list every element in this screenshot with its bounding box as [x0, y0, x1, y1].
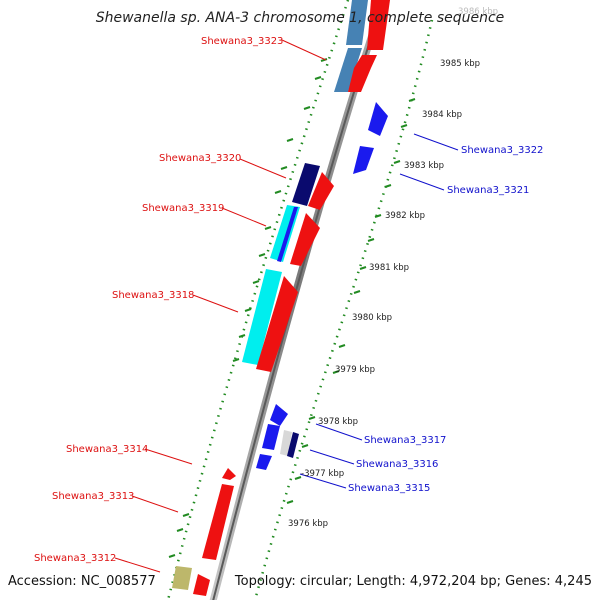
gene-forward [256, 276, 298, 372]
gene-cyan [242, 269, 282, 365]
scale-label: 3986 kbp [458, 7, 498, 17]
gene-leader-line [281, 39, 327, 61]
scale-label: -3977 kbp [301, 469, 344, 479]
gene-reverse [256, 454, 272, 470]
gene-leader-line [114, 557, 161, 573]
gene-label: Shewana3_3314 [66, 444, 148, 455]
gene-reverse [368, 102, 388, 136]
track-tick [252, 280, 260, 284]
track-tick [244, 308, 252, 312]
track-tick [367, 238, 375, 242]
gene-reverse-stripe [277, 207, 298, 262]
track-tick [408, 98, 416, 102]
track-tick [294, 476, 302, 480]
track-tick [168, 554, 176, 558]
gene-leader-line [315, 423, 363, 441]
gene-leader-line [192, 294, 239, 313]
track-tick [338, 344, 346, 348]
accession-label: Accession: NC_008577 [8, 574, 156, 589]
gene-forward [308, 172, 334, 210]
scale-label: 3979 kbp [335, 365, 375, 375]
gene-forward [222, 468, 236, 480]
track-tick [332, 370, 340, 374]
gene-label: Shewana3_3323 [201, 36, 283, 47]
gene-leader-line [299, 473, 347, 489]
gene-label: Shewana3_3318 [112, 290, 194, 301]
scale-label: 3984 kbp [422, 110, 462, 120]
scale-label: 3976 kbp [288, 519, 328, 529]
gene-label: Shewana3_3312 [34, 553, 116, 564]
track-tick [232, 358, 240, 362]
scale-label: 3978 kbp [318, 417, 358, 427]
gene-label: Shewana3_3320 [159, 153, 241, 164]
gene-label: Shewana3_3315 [348, 483, 430, 494]
track-tick [264, 226, 272, 230]
gene-label: Shewana3_3321 [447, 185, 529, 196]
gene-label: Shewana3_3313 [52, 491, 134, 502]
track-tick [274, 190, 282, 194]
gene-label: Shewana3_3322 [461, 145, 543, 156]
gene-label: Shewana3_3319 [142, 203, 224, 214]
gene-steel [334, 48, 362, 92]
scale-label: 3981 kbp [369, 263, 409, 273]
scale-label: 3985 kbp [440, 59, 480, 69]
gene-navy [292, 163, 320, 206]
gene-reverse [270, 404, 288, 426]
gene-forward [202, 484, 234, 560]
track-tick [280, 166, 288, 170]
gene-leader-line [309, 449, 355, 465]
gene-forward [290, 213, 320, 266]
track-tick [258, 253, 266, 257]
track-tick [303, 106, 311, 110]
track-tick [384, 184, 392, 188]
gene-leader-line [144, 448, 193, 465]
track-tick [286, 500, 294, 504]
track-tick [308, 416, 316, 420]
track-tick [182, 513, 190, 517]
scale-label: 3980 kbp [352, 313, 392, 323]
scale-label: 3982 kbp [385, 211, 425, 221]
track-tick [393, 160, 401, 164]
gene-leader-line [239, 158, 287, 179]
gene-leader-line [399, 173, 445, 191]
gene-reverse [262, 424, 280, 450]
gene-navy [287, 432, 299, 458]
track-tick [359, 266, 367, 270]
track-tick [353, 290, 361, 294]
scale-label: 3983 kbp [404, 161, 444, 171]
gene-label: Shewana3_3316 [356, 459, 438, 470]
track-tick [400, 124, 408, 128]
gene-label: Shewana3_3317 [364, 435, 446, 446]
map-title: Shewanella sp. ANA-3 chromosome 1, compl… [95, 10, 505, 26]
track-tick [176, 528, 184, 532]
gene-leader-line [221, 207, 267, 227]
track-tick [286, 138, 294, 142]
track-tick [374, 214, 382, 218]
track-tick [320, 58, 328, 62]
gene-leader-line [131, 495, 179, 513]
gene-forward [367, 0, 390, 50]
gene-forward [193, 574, 210, 596]
gene-reverse [353, 146, 374, 174]
track-tick [314, 76, 322, 80]
gene-leader-line [413, 133, 459, 151]
gene-forward [348, 55, 377, 92]
topology-label: Topology: circular; Length: 4,972,204 bp… [234, 574, 592, 589]
gene-steel [346, 0, 368, 45]
gene-khaki [172, 566, 192, 590]
track-tick [301, 444, 309, 448]
track-tick [238, 334, 246, 338]
